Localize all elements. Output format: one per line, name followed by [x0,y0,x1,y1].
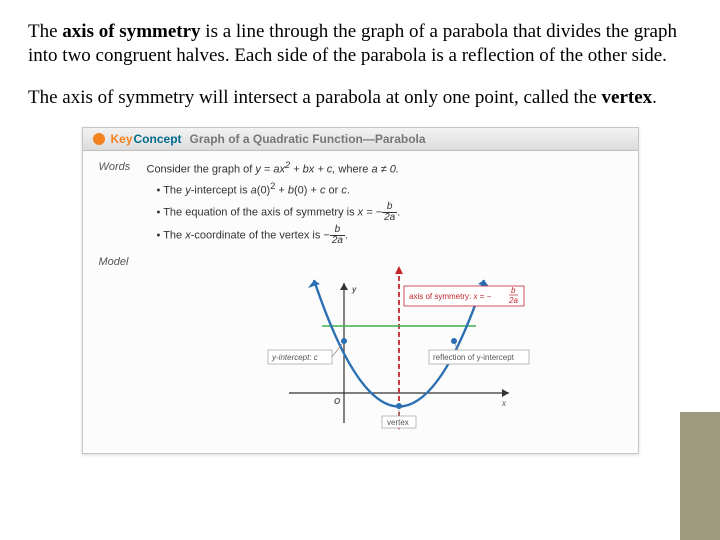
text: Consider the graph of [147,164,256,176]
text: -intercept is [191,185,251,197]
denominator: 2a [330,236,345,246]
key-concept-header: KeyConcept Graph of a Quadratic Function… [83,128,638,151]
eq: a ≠ 0. [371,164,398,176]
fraction: b2a [330,225,345,246]
y-intercept-point [341,338,347,344]
reflection-point [451,338,457,344]
axis-of-symmetry-label: axis of symmetry: x = − b 2a [404,286,524,306]
key-concept-body: Words Consider the graph of y = ax2 + bx… [83,151,638,452]
model-row: Model x y O [99,254,622,441]
vertex-label: vertex [382,410,416,428]
svg-text:reflection of y-intercept: reflection of y-intercept [433,353,515,362]
eq: + bx + c, [290,164,338,176]
text: • The [157,185,186,197]
text: The [28,21,62,42]
eq: x = [358,206,376,218]
text: The axis of symmetry will intersect a pa… [28,87,602,108]
text: where [338,164,371,176]
text: • The [157,229,186,241]
eq: y = ax [255,164,285,176]
y-intercept-label: y-intercept: c [268,344,342,364]
intro-paragraph-1: The axis of symmetry is a line through t… [28,20,688,68]
fraction: b2a [382,202,397,223]
words-main: Consider the graph of y = ax2 + bx + c, … [147,159,622,178]
text: (0) [257,185,270,197]
parabola-graph: x y O [234,258,534,433]
header-concept: Concept [134,132,182,146]
key-concept-box: KeyConcept Graph of a Quadratic Function… [82,127,639,453]
denominator: 2a [382,213,397,223]
words-content: Consider the graph of y = ax2 + bx + c, … [147,159,622,247]
text: . [345,229,348,241]
term-axis-of-symmetry: axis of symmetry [62,21,200,42]
header-title: Graph of a Quadratic Function—Parabola [190,132,426,146]
svg-text:b: b [511,286,516,295]
arrow-icon [395,266,403,274]
text: or [325,185,341,197]
numerator: b [382,202,397,213]
origin-label: O [334,397,341,406]
intro-text: The axis of symmetry is a line through t… [0,0,720,109]
text: . [397,206,400,218]
text: (0) + [294,185,320,197]
bullet-3: • The x-coordinate of the vertex is −b2a… [157,225,622,246]
svg-text:2a: 2a [508,296,518,305]
intro-paragraph-2: The axis of symmetry will intersect a pa… [28,86,688,110]
words-row: Words Consider the graph of y = ax2 + bx… [99,159,622,247]
text: . [347,185,350,197]
numerator: b [330,225,345,236]
text: + [275,185,288,197]
vertex-point [396,403,402,409]
graph-area: x y O [234,258,534,433]
badge-icon [93,133,105,145]
svg-text:y-intercept: c: y-intercept: c [271,353,318,362]
arrow-icon [502,389,509,397]
model-content: x y O [147,254,622,441]
bullet-2: • The equation of the axis of symmetry i… [157,202,622,223]
arrow-icon [308,280,320,288]
reflection-label: reflection of y-intercept [429,344,529,364]
y-axis-label: y [351,285,357,294]
words-label: Words [99,159,147,247]
term-vertex: vertex [602,87,653,108]
text: • The equation of the axis of symmetry i… [157,206,358,218]
sidebar-accent [680,412,720,540]
x-axis-label: x [501,399,507,408]
header-key: Key [111,132,133,146]
svg-text:axis of symmetry: x = −: axis of symmetry: x = − [409,292,492,301]
bullet-1: • The y-intercept is a(0)2 + b(0) + c or… [157,180,622,199]
model-label: Model [99,254,147,441]
svg-text:vertex: vertex [387,418,409,427]
text: -coordinate of the vertex is [191,229,324,241]
arrow-icon [340,283,348,290]
text: . [652,87,657,108]
slide: The axis of symmetry is a line through t… [0,0,720,540]
